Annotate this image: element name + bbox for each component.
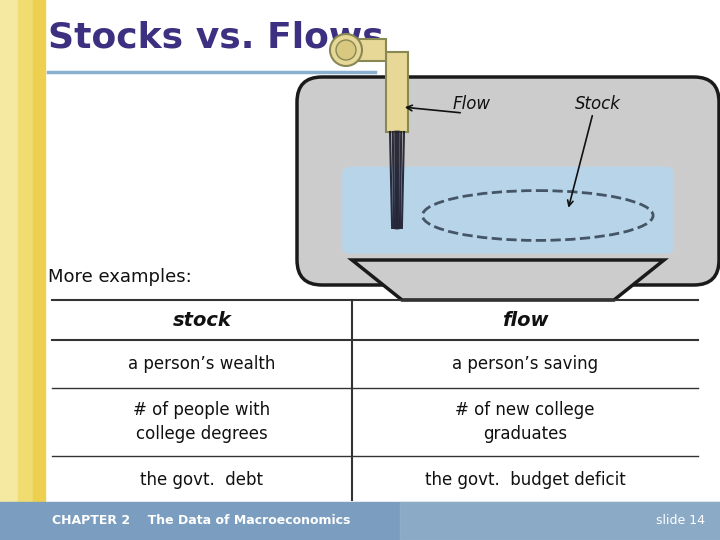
Text: a person’s saving: a person’s saving [452, 355, 598, 373]
Bar [0, 0, 18, 540]
Bar [18, 0, 33, 540]
Text: stock: stock [173, 310, 231, 329]
Text: # of new college
graduates: # of new college graduates [455, 401, 595, 443]
Bar [0, 502, 720, 540]
Polygon shape [352, 260, 664, 300]
FancyBboxPatch shape [297, 77, 719, 285]
Text: slide 14: slide 14 [656, 515, 705, 528]
Bar [400, 502, 720, 540]
FancyBboxPatch shape [342, 166, 674, 254]
Text: the govt.  budget deficit: the govt. budget deficit [425, 471, 626, 489]
Bar [346, 39, 386, 61]
Circle shape [330, 34, 362, 66]
Bar [33, 0, 45, 540]
Text: More examples:: More examples: [48, 268, 192, 286]
Text: CHAPTER 2    The Data of Macroeconomics: CHAPTER 2 The Data of Macroeconomics [52, 515, 351, 528]
Text: Stocks vs. Flows: Stocks vs. Flows [48, 20, 384, 54]
Text: Stock: Stock [575, 95, 621, 113]
Text: # of people with
college degrees: # of people with college degrees [133, 401, 271, 443]
Circle shape [336, 40, 356, 60]
Bar [386, 52, 408, 132]
Text: flow: flow [502, 310, 548, 329]
Text: a person’s wealth: a person’s wealth [128, 355, 276, 373]
Text: the govt.  debt: the govt. debt [140, 471, 264, 489]
Text: Flow: Flow [453, 95, 491, 113]
